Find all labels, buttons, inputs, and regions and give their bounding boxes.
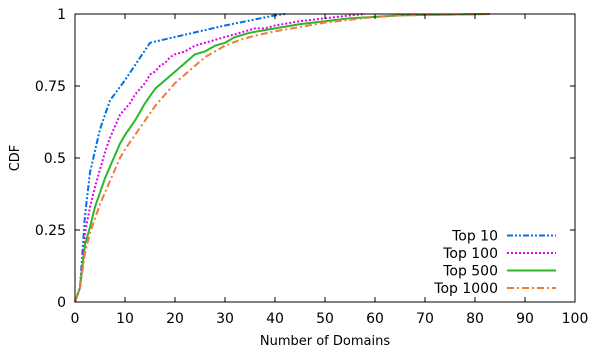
x-tick-label: 100 — [562, 311, 589, 327]
x-tick-label: 60 — [366, 311, 384, 327]
y-tick-label: 1 — [57, 7, 66, 23]
legend-label: Top 100 — [442, 246, 498, 262]
x-tick-label: 70 — [416, 311, 434, 327]
legend-label: Top 10 — [451, 229, 498, 245]
legend-label: Top 500 — [442, 264, 498, 280]
x-tick-label: 10 — [116, 311, 134, 327]
y-tick-label: 0.5 — [44, 151, 66, 167]
plot-frame — [74, 13, 576, 303]
legend-label: Top 1000 — [433, 281, 498, 297]
x-tick-label: 40 — [266, 311, 284, 327]
axis-tick-labels: 0 10 20 30 40 50 60 70 80 90 100 0 0.25 0.5 0.75 1 — [35, 7, 589, 327]
axis-ticks — [74, 13, 576, 303]
x-tick-label: 0 — [71, 311, 80, 327]
series-line — [74, 13, 491, 303]
plot-lines — [74, 13, 491, 303]
y-axis-title: CDF — [8, 145, 23, 172]
y-tick-label: 0 — [57, 295, 66, 311]
series-line — [74, 13, 491, 303]
series-line — [74, 13, 286, 303]
x-tick-label: 50 — [316, 311, 334, 327]
y-tick-label: 0.75 — [35, 79, 66, 95]
x-tick-label: 90 — [516, 311, 534, 327]
series-line — [74, 13, 366, 303]
x-axis-title: Number of Domains — [260, 334, 390, 349]
x-tick-label: 30 — [216, 311, 234, 327]
x-tick-label: 80 — [466, 311, 484, 327]
y-tick-label: 0.25 — [35, 223, 66, 239]
x-tick-label: 20 — [166, 311, 184, 327]
